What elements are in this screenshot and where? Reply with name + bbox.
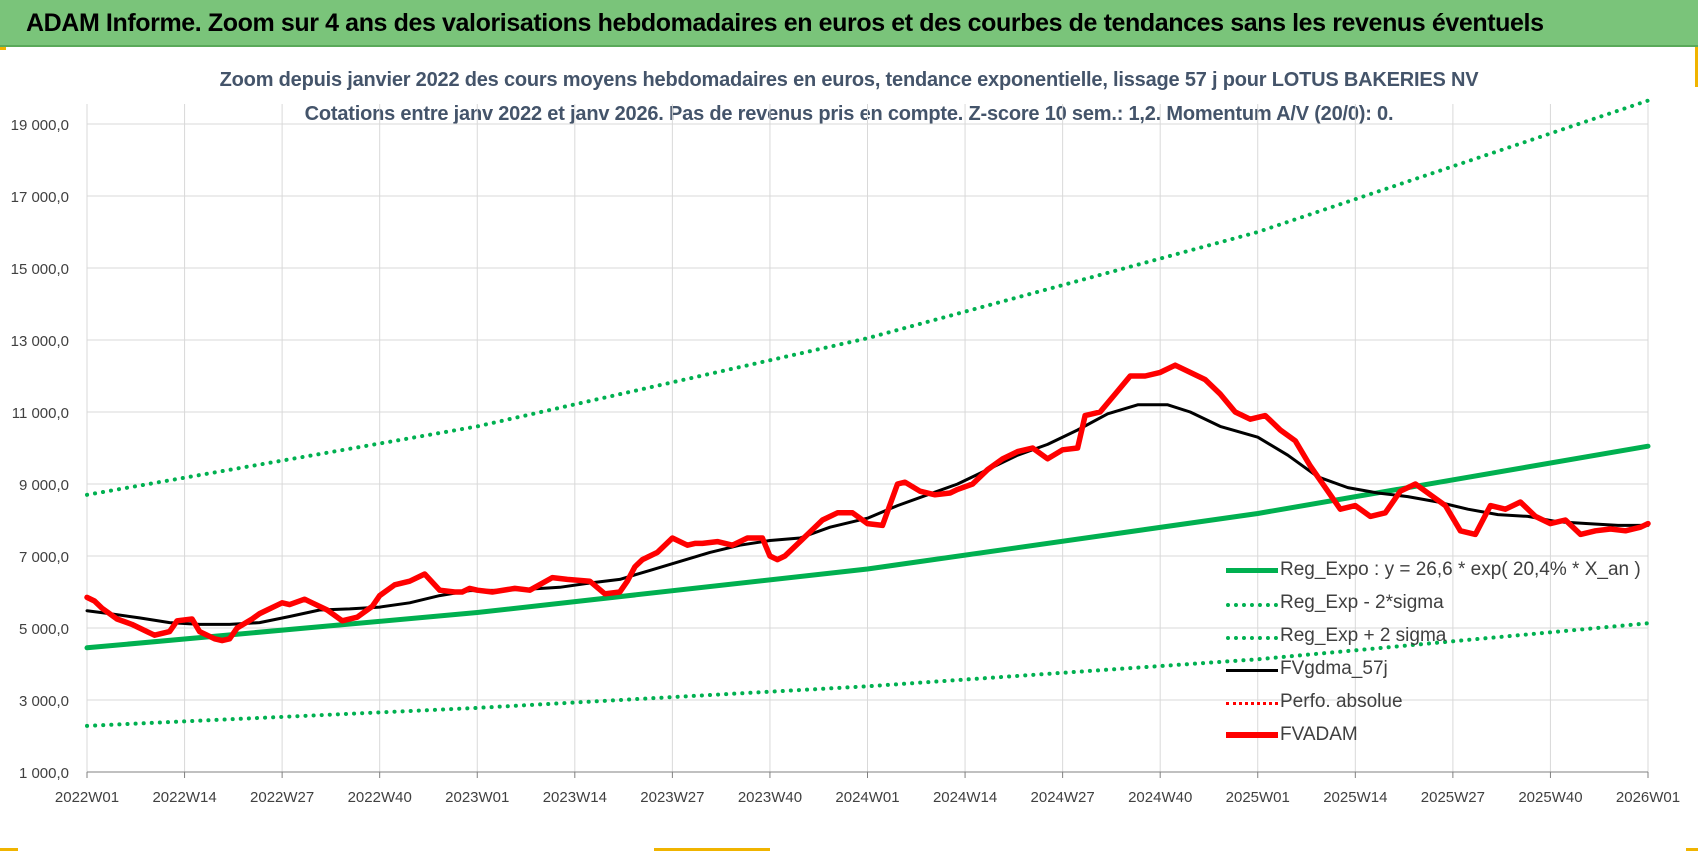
legend-label: Perfo. absolue	[1280, 691, 1403, 712]
x-tick-label: 2022W40	[348, 789, 412, 806]
legend-item-reg-minus: Reg_Exp - 2*sigma	[1224, 588, 1644, 621]
legend-swatch-perfo	[1226, 702, 1278, 705]
series-reg-plus-2sigma	[85, 98, 1650, 497]
x-tick-label: 2022W14	[152, 789, 216, 806]
legend-item-reg-expo: Reg_Expo : y = 26,6 * exp( 20,4% * X_an …	[1224, 555, 1644, 588]
corner-accent-bl	[0, 848, 18, 851]
chart-title: Zoom depuis janvier 2022 des cours moyen…	[219, 69, 1479, 91]
y-tick-label: 15 000,0	[11, 261, 69, 278]
legend-label: Reg_Exp + 2 sigma	[1280, 625, 1447, 646]
grid	[86, 104, 1649, 773]
x-tick-label: 2025W01	[1226, 789, 1290, 806]
x-tick-label: 2025W40	[1518, 789, 1582, 806]
x-tick-label: 2023W40	[738, 789, 802, 806]
y-tick-label: 11 000,0	[12, 405, 69, 422]
y-tick-label: 17 000,0	[11, 189, 69, 206]
x-axis-ticks: 2022W01 2022W14 2022W27 2022W40 2023W01 2023W…	[55, 771, 1680, 806]
y-tick-label: 1 000,0	[19, 765, 69, 782]
legend-swatch-reg-expo	[1226, 568, 1278, 573]
series-reg-minus-2sigma	[85, 621, 1650, 728]
report-title: ADAM Informe. Zoom sur 4 ans des valoris…	[26, 9, 1544, 37]
corner-accent-br	[1686, 848, 1698, 851]
legend-swatch-fvadam	[1226, 732, 1278, 738]
series-lines	[84, 98, 1651, 728]
legend: Reg_Expo : y = 26,6 * exp( 20,4% * X_an …	[1224, 555, 1644, 753]
corner-accent-tr	[1695, 47, 1698, 87]
y-tick-label: 5 000,0	[19, 621, 69, 638]
legend-label: Reg_Expo : y = 26,6 * exp( 20,4% * X_an …	[1280, 559, 1641, 580]
y-tick-label: 19 000,0	[11, 117, 69, 134]
legend-label: FVgdma_57j	[1280, 658, 1388, 679]
series-reg-expo	[84, 443, 1651, 651]
corner-accent-tl	[0, 47, 6, 50]
x-tick-label: 2024W40	[1128, 789, 1192, 806]
legend-swatch-reg-minus	[1226, 603, 1278, 607]
legend-label: FVADAM	[1280, 724, 1358, 745]
legend-item-perfo: Perfo. absolue	[1224, 687, 1644, 720]
x-tick-label: 2023W14	[543, 789, 607, 806]
legend-label: Reg_Exp - 2*sigma	[1280, 592, 1444, 613]
y-tick-label: 13 000,0	[11, 333, 69, 350]
x-tick-label: 2023W27	[640, 789, 704, 806]
legend-item-fvadam: FVADAM	[1224, 720, 1644, 753]
x-tick-label: 2024W01	[835, 789, 899, 806]
chart-frame	[0, 47, 1698, 857]
y-tick-label: 9 000,0	[19, 477, 69, 494]
x-tick-label: 2023W01	[445, 789, 509, 806]
y-tick-label: 3 000,0	[19, 693, 69, 710]
y-tick-label: 7 000,0	[19, 549, 69, 566]
x-tick-label: 2025W27	[1421, 789, 1485, 806]
series-fvgdma-57j	[85, 403, 1650, 626]
corner-accent-bc	[654, 848, 770, 851]
series-fvadam	[84, 362, 1651, 644]
x-tick-label: 2024W27	[1031, 789, 1095, 806]
x-tick-label: 2025W14	[1323, 789, 1387, 806]
legend-swatch-fvgdma	[1226, 669, 1278, 672]
x-tick-label: 2022W01	[55, 789, 119, 806]
legend-swatch-reg-plus	[1226, 636, 1278, 640]
legend-item-fvgdma: FVgdma_57j	[1224, 654, 1644, 687]
y-axis-ticks: 1 000,0 3 000,0 5 000,0 7 000,0 9 000,0 11 00…	[11, 117, 69, 782]
x-tick-label: 2022W27	[250, 789, 314, 806]
report-header: ADAM Informe. Zoom sur 4 ans des valoris…	[0, 0, 1698, 47]
chart-subtitle: Cotations entre janv 2022 et janv 2026. …	[304, 103, 1394, 125]
x-tick-label: 2024W14	[933, 789, 997, 806]
legend-item-reg-plus: Reg_Exp + 2 sigma	[1224, 621, 1644, 654]
x-tick-label: 2026W01	[1616, 789, 1680, 806]
